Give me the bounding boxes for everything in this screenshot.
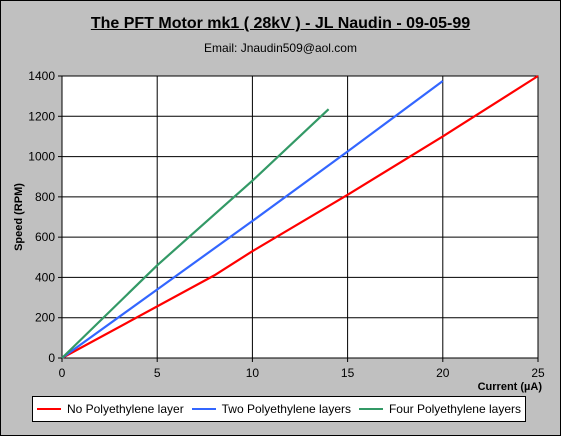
- x-tick-label: 25: [531, 366, 545, 380]
- y-tick-label: 0: [48, 351, 55, 365]
- plot-background: [61, 75, 539, 359]
- chart-title: The PFT Motor mk1 ( 28kV ) - JL Naudin -…: [90, 15, 471, 32]
- y-tick-label: 200: [35, 311, 55, 325]
- tick-labels: 0 5 10 15 20 25 0 200 400 600 800 1000 1200 1400: [28, 69, 545, 380]
- legend-swatch-blue: [191, 408, 216, 410]
- chart-subtitle: Email: Jnaudin509@aol.com: [204, 41, 357, 55]
- x-tick-label: 20: [436, 366, 450, 380]
- legend-label: Two Polyethylene layers: [221, 402, 352, 416]
- y-tick-label: 400: [35, 270, 55, 284]
- chart-legend: No Polyethylene layer Two Polyethylene l…: [32, 396, 526, 422]
- y-tick-label: 1000: [28, 150, 55, 164]
- legend-item-no-layer: No Polyethylene layer: [36, 402, 184, 416]
- x-tick-label: 15: [341, 366, 355, 380]
- x-tick-label: 10: [246, 366, 260, 380]
- series-lines: [61, 75, 539, 359]
- y-axis-label: Speed (RPM): [13, 183, 25, 251]
- y-tick-label: 800: [35, 190, 55, 204]
- grid-lines: [58, 75, 539, 362]
- y-tick-label: 1200: [28, 109, 55, 123]
- legend-item-two-layers: Two Polyethylene layers: [191, 402, 352, 416]
- y-tick-label: 600: [35, 230, 55, 244]
- legend-label: Four Polyethylene layers: [388, 402, 522, 416]
- legend-label: No Polyethylene layer: [66, 402, 184, 416]
- series-line-1: [61, 75, 539, 359]
- legend-swatch-green: [358, 408, 383, 410]
- legend-item-four-layers: Four Polyethylene layers: [358, 402, 522, 416]
- x-tick-label: 5: [154, 366, 161, 380]
- x-tick-label: 0: [59, 366, 66, 380]
- series-line-2: [61, 80, 444, 359]
- legend-swatch-red: [36, 408, 61, 410]
- series-line-3: [61, 108, 330, 359]
- x-axis-label: Current (µA): [478, 381, 543, 393]
- y-tick-label: 1400: [28, 69, 55, 83]
